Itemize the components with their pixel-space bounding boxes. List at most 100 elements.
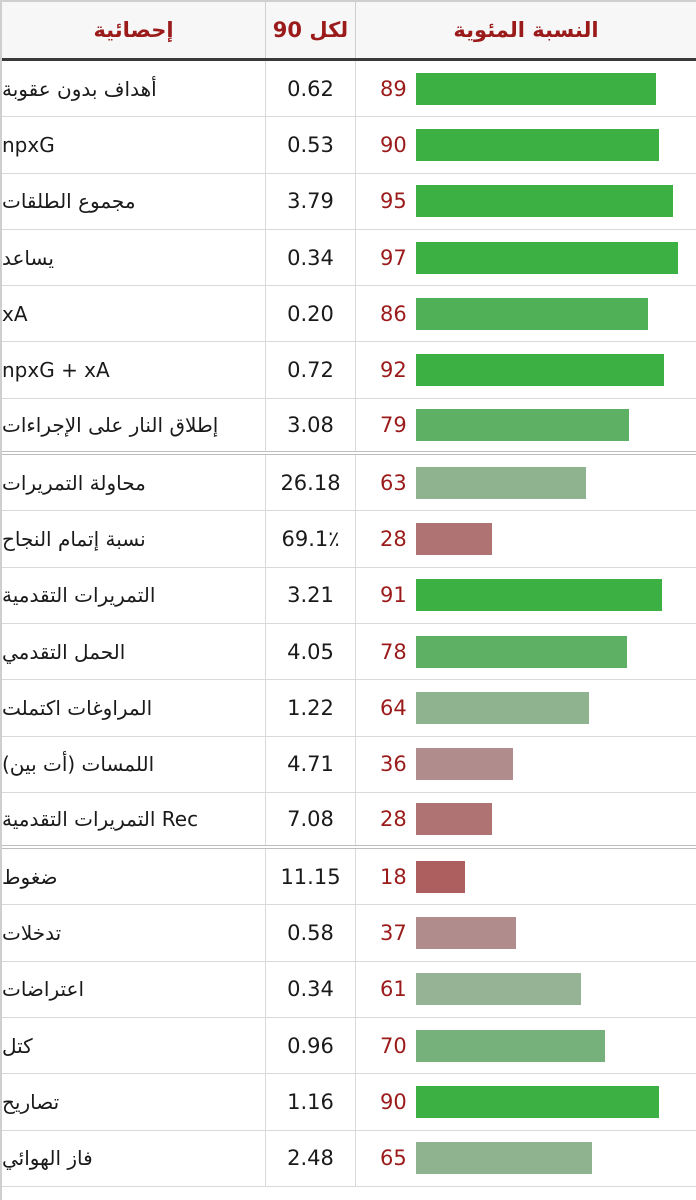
per90-value: 0.53 [266, 117, 356, 173]
stat-name: يساعد [2, 229, 266, 286]
percentile-number: 70 [380, 1033, 407, 1058]
stat-name: Rec التمريرات التقدمية [2, 792, 266, 846]
stat-name: كتل [2, 1018, 266, 1074]
stat-name: أهداف بدون عقوبة [2, 61, 266, 117]
percentile-cell: 37 [356, 905, 696, 960]
percentile-cell: 89 [356, 61, 696, 116]
percentile-number: 90 [380, 1089, 407, 1114]
stat-name: xA [2, 286, 266, 342]
header-per90: لكل 90 [266, 2, 356, 58]
percentile-cell: 28 [356, 793, 696, 845]
per90-value: 0.34 [266, 961, 356, 1018]
per90-value: 4.05 [266, 623, 356, 680]
percentile-bar [416, 297, 648, 330]
percentile-number: 79 [380, 412, 407, 437]
percentile-cell: 91 [356, 568, 696, 623]
per90-value: 7.08 [266, 792, 356, 846]
table-row: npxG + xA 0.72 92 [2, 342, 696, 399]
percentile-cell: 64 [356, 680, 696, 735]
percentile-bar [416, 241, 678, 274]
table-row: ضغوط 11.15 18 [2, 849, 696, 906]
percentile-number: 63 [380, 470, 407, 495]
per90-value: 3.21 [266, 567, 356, 623]
per90-value: 11.15 [266, 849, 356, 905]
percentile-number: 90 [380, 132, 407, 157]
table-row: تصاريح 1.16 90 [2, 1074, 696, 1131]
percentile-number: 28 [380, 527, 407, 552]
percentile-number: 89 [380, 76, 407, 101]
stat-name: المراوغات اكتملت [2, 680, 266, 736]
table-row: الحمل التقدمي 4.05 78 [2, 623, 696, 681]
percentile-bar [416, 917, 516, 950]
percentile-number: 37 [380, 921, 407, 946]
stat-name: إطلاق النار على الإجراءات [2, 398, 266, 452]
percentile-bar [416, 408, 629, 441]
percentile-bar [416, 748, 513, 781]
percentile-bar [416, 579, 662, 612]
percentile-number: 97 [380, 245, 407, 270]
table-row: اللمسات (أت بين) 4.71 36 [2, 736, 696, 793]
table-row: تدخلات 0.58 37 [2, 905, 696, 962]
percentile-bar [416, 973, 581, 1006]
percentile-cell: 95 [356, 174, 696, 229]
percentile-cell: 92 [356, 342, 696, 397]
percentile-number: 86 [380, 301, 407, 326]
percentile-bar [416, 72, 656, 105]
percentile-cell: 65 [356, 1131, 696, 1186]
stat-name: تصاريح [2, 1074, 266, 1130]
table-row: كتل 0.96 70 [2, 1018, 696, 1075]
table-row: يساعد 0.34 97 [2, 229, 696, 287]
table-row: إطلاق النار على الإجراءات 3.08 79 [2, 398, 696, 456]
header-stat: إحصائية [2, 2, 266, 58]
stat-name: نسبة إتمام النجاح [2, 511, 266, 567]
table-row: npxG 0.53 90 [2, 117, 696, 174]
percentile-cell: 61 [356, 962, 696, 1017]
table-row: فاز الهوائي 2.48 65 [2, 1130, 696, 1187]
stat-name: مجموع الطلقات [2, 173, 266, 229]
per90-value: 3.79 [266, 173, 356, 229]
percentile-cell: 97 [356, 230, 696, 285]
per90-value: 1.22 [266, 680, 356, 736]
per90-value: 0.34 [266, 229, 356, 286]
percentile-cell: 70 [356, 1018, 696, 1073]
table-row: مجموع الطلقات 3.79 95 [2, 173, 696, 230]
percentile-cell: 90 [356, 1074, 696, 1129]
percentile-number: 95 [380, 189, 407, 214]
percentile-number: 91 [380, 583, 407, 608]
stat-name: الحمل التقدمي [2, 623, 266, 680]
percentile-bar [416, 860, 465, 893]
stat-name: التمريرات التقدمية [2, 567, 266, 623]
percentile-bar [416, 635, 627, 668]
table-row: محاولة التمريرات 26.18 63 [2, 455, 696, 512]
stat-name: اعتراضات [2, 961, 266, 1018]
percentile-number: 18 [380, 864, 407, 889]
table-row: اعتراضات 0.34 61 [2, 961, 696, 1019]
stat-name: ضغوط [2, 849, 266, 905]
percentile-bar [416, 691, 589, 724]
percentile-bar [416, 185, 673, 218]
percentile-bar [416, 1085, 659, 1118]
percentile-cell: 36 [356, 737, 696, 792]
per90-value: 0.62 [266, 61, 356, 117]
percentile-bar [416, 803, 492, 835]
percentile-bar [416, 1142, 592, 1175]
percentile-bar [416, 523, 492, 556]
percentile-cell: 78 [356, 624, 696, 679]
percentile-cell: 18 [356, 849, 696, 904]
per90-value: 1.16 [266, 1074, 356, 1130]
percentile-bar [416, 1029, 605, 1062]
percentile-bar [416, 466, 586, 499]
percentile-cell: 63 [356, 455, 696, 510]
percentile-cell: 79 [356, 399, 696, 451]
percentile-cell: 28 [356, 511, 696, 566]
stat-name: تدخلات [2, 905, 266, 961]
percentile-cell: 86 [356, 286, 696, 341]
table-row: التمريرات التقدمية 3.21 91 [2, 567, 696, 624]
percentile-bar [416, 354, 664, 387]
percentile-number: 28 [380, 807, 407, 831]
per90-value: 0.72 [266, 342, 356, 398]
per90-value: 0.20 [266, 286, 356, 342]
stat-name: npxG + xA [2, 342, 266, 398]
table-row: نسبة إتمام النجاح 69.1٪ 28 [2, 511, 696, 568]
